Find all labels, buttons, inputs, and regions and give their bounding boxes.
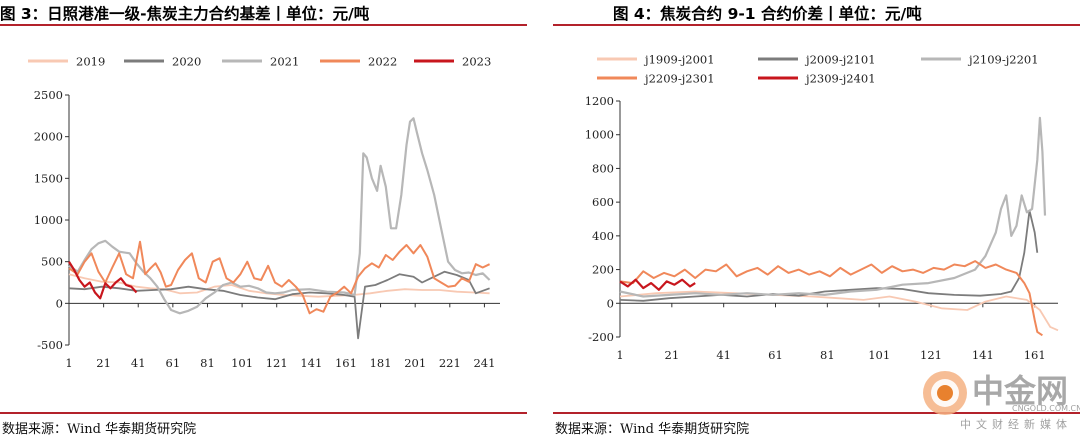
cngold-watermark: 中金网 CNGOLD.COM.CN 中文财经新媒体 <box>920 364 1080 439</box>
y-tick-label: 2000 <box>34 130 63 144</box>
series-line-2020 <box>68 270 490 340</box>
y-tick-label: 0 <box>607 296 614 310</box>
right-panel: 图 4：焦炭合约 9-1 合约价差丨单位：元/吨 -200 0 200 400 600 8… <box>553 0 1080 439</box>
y-tick-label: 1000 <box>34 213 63 227</box>
y-tick-label: 1500 <box>34 171 63 185</box>
watermark-slogan: 中文财经新媒体 <box>960 418 1072 431</box>
y-tick-label: -200 <box>588 330 614 344</box>
series-line-2022 <box>68 240 491 315</box>
left-source: 数据来源：Wind 华泰期货研究院 <box>2 422 197 437</box>
legend-label-2019: 2019 <box>76 55 105 69</box>
x-tick-label: 21 <box>96 356 111 370</box>
right-bottom-rule <box>553 412 1080 414</box>
y-tick-label: 1200 <box>585 94 614 108</box>
x-tick-label: 141 <box>972 348 994 362</box>
left-chart-title: 图 3：日照港准一级-焦炭主力合约基差丨单位：元/吨 <box>0 5 370 23</box>
x-tick-label: 1 <box>616 348 623 362</box>
y-tick-label: 2500 <box>34 88 63 102</box>
legend-label-2022: 2022 <box>368 55 397 69</box>
legend-label-j2209-j2301: j2209-j2301 <box>643 72 715 86</box>
x-tick-label: 81 <box>200 356 215 370</box>
legend-label-2023: 2023 <box>462 55 491 69</box>
y-tick-label: 400 <box>592 229 614 243</box>
x-tick-label: 121 <box>266 356 288 370</box>
left-panel: 图 3：日照港准一级-焦炭主力合约基差丨单位：元/吨 -500 0 500 1000 1… <box>0 0 527 439</box>
x-tick-label: 101 <box>868 348 890 362</box>
x-tick-label: 1 <box>65 356 72 370</box>
x-tick-label: 81 <box>820 348 835 362</box>
x-tick-label: 241 <box>473 356 495 370</box>
y-tick-label: 1000 <box>585 128 614 142</box>
x-tick-label: 41 <box>131 356 146 370</box>
watermark-brand: 中金网 <box>972 372 1069 410</box>
right-title-rule <box>553 24 1080 26</box>
x-tick-label: 101 <box>231 356 253 370</box>
series-line-2021 <box>68 117 491 315</box>
y-tick-label: 500 <box>41 255 63 269</box>
legend-label-j2109-j2201: j2109-j2201 <box>967 53 1039 67</box>
legend-label-j2009-j2101: j2009-j2101 <box>804 53 876 67</box>
y-tick-label: -500 <box>37 338 63 352</box>
cngold-logo-icon <box>923 371 967 415</box>
x-tick-label: 201 <box>404 356 426 370</box>
right-chart-title: 图 4：焦炭合约 9-1 合约价差丨单位：元/吨 <box>613 5 922 23</box>
x-tick-label: 61 <box>166 356 181 370</box>
series-line-j1909-j2001 <box>619 290 1059 332</box>
series-line-j2109-j2201 <box>619 116 1047 298</box>
legend-label-2021: 2021 <box>270 55 299 69</box>
x-tick-label: 161 <box>1024 348 1046 362</box>
left-title-rule <box>0 24 527 26</box>
x-tick-label: 221 <box>439 356 461 370</box>
x-tick-label: 141 <box>300 356 322 370</box>
series-line-2023 <box>68 261 138 300</box>
x-tick-label: 41 <box>716 348 731 362</box>
series-line-j2309-j2401 <box>619 278 696 291</box>
right-source: 数据来源：Wind 华泰期货研究院 <box>555 422 750 437</box>
x-tick-label: 181 <box>370 356 392 370</box>
y-tick-label: 800 <box>592 161 614 175</box>
legend-label-j2309-j2401: j2309-j2401 <box>804 72 876 86</box>
y-tick-label: 200 <box>592 263 614 277</box>
left-bottom-rule <box>0 412 527 414</box>
series-line-j2209-j2301 <box>619 260 1043 337</box>
y-tick-label: 0 <box>56 296 63 310</box>
x-tick-label: 161 <box>335 356 357 370</box>
watermark-domain: CNGOLD.COM.CN <box>1012 404 1080 413</box>
x-tick-label: 121 <box>920 348 942 362</box>
y-tick-label: 600 <box>592 195 614 209</box>
legend-label-2020: 2020 <box>172 55 201 69</box>
series-line-j2009-j2101 <box>619 209 1039 302</box>
x-tick-label: 21 <box>665 348 680 362</box>
legend-label-j1909-j2001: j1909-j2001 <box>643 53 715 67</box>
x-tick-label: 61 <box>768 348 783 362</box>
